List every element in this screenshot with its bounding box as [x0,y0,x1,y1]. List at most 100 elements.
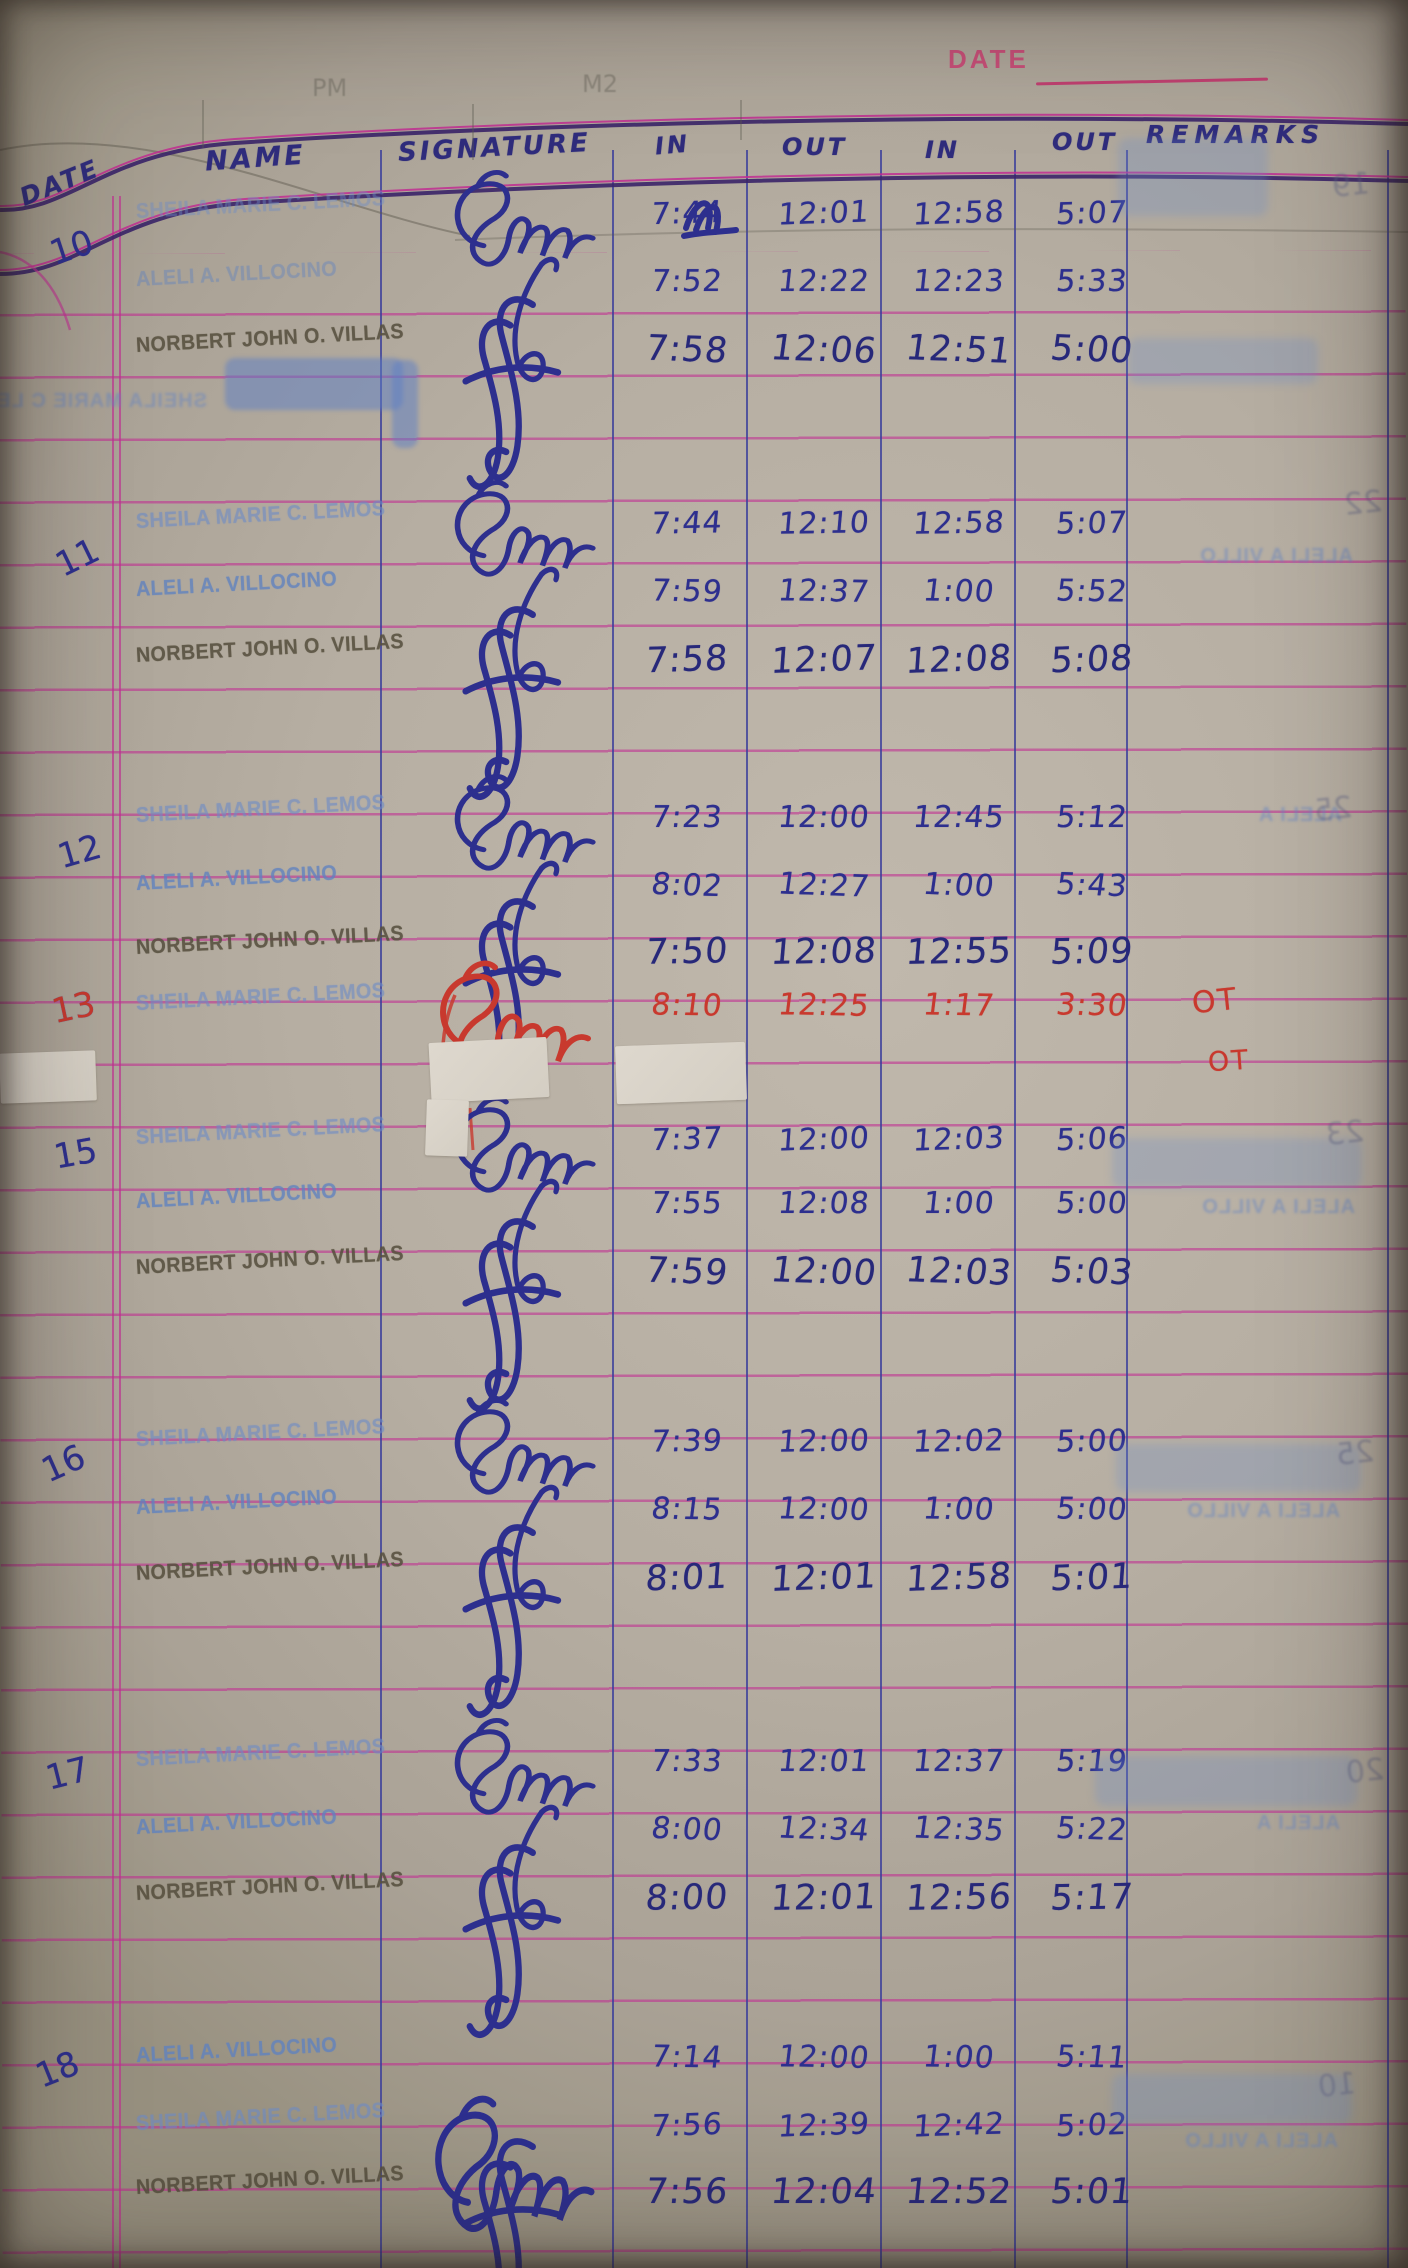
time-in-1: 7:52 [649,264,725,299]
time-out-1: 12:06 [768,328,880,372]
ghost-stamp-blob [1116,1444,1361,1492]
time-in-2: 12:23 [911,264,1007,299]
time-in-2: 12:35 [911,1810,1007,1849]
time-out-1: 12:00 [776,1423,872,1460]
time-in-2: 12:08 [904,638,1014,682]
time-in-2: 1:00 [921,2039,997,2076]
in1-column-line [746,150,749,2268]
time-out-1: 12:04 [768,2172,880,2212]
ghost-stamp-blob [1112,1138,1362,1188]
time-out-2: 5:11 [1054,2039,1130,2076]
time-in-2: 12:58 [911,194,1007,233]
signature-column-line [612,150,615,2268]
ghost-stamp-text: ALELI A VILLO [1199,545,1353,567]
ghost-stamp-blob [392,360,418,448]
time-out-2: 5:17 [1048,1877,1136,1919]
ghost-numeral: 10 [1316,2066,1358,2105]
pencil-tick [740,100,742,140]
correction-tape [615,1041,747,1105]
time-out-1: 12:07 [769,638,879,682]
time-in-2: 12:56 [904,1877,1014,1919]
page-edge-line [1387,150,1390,2268]
ghost-stamp-blob [1112,2074,1352,2124]
time-in-1: 7:58 [644,638,730,682]
header-remarks: REMARKS [1146,120,1326,149]
time-out-2: 5:09 [1048,931,1136,973]
header-in-2: IN [925,136,961,164]
time-in-2: 12:03 [903,1250,1015,1294]
ghost-stamp-text: ALELI A [1255,1812,1340,1834]
time-in-2: 1:00 [921,1186,997,1221]
ghost-numeral: 22 [1342,484,1384,523]
time-out-2: 5:03 [1048,1250,1136,1294]
header-date: DATE [15,153,105,212]
time-out-1: 12:00 [776,1491,872,1528]
ghost-stamp-blob [1118,138,1268,216]
time-in-1: 8:15 [649,1491,725,1528]
header-name: NAME [204,139,307,178]
time-in-1: 7:55 [649,1186,725,1221]
time-out-1: 12:00 [768,1250,880,1294]
time-in-2: 12:03 [911,1120,1007,1159]
time-in-2: 1:00 [921,1491,997,1528]
pencil-mark: PM [312,74,348,102]
time-out-1: 12:00 [776,800,872,835]
ghost-stamp-blob [225,358,403,410]
time-out-1: 12:22 [776,264,872,299]
ghost-stamp-text: ALELI A VILLO [1201,1196,1355,1218]
time-out-1: 12:00 [776,2039,872,2076]
time-in-1: 7:50 [643,931,731,973]
header-in-1: IN [653,129,692,161]
time-in-1: 7:56 [643,2172,731,2212]
time-in-2: 1:00 [921,573,997,610]
remark-ot-extra: OT [1206,1044,1251,1079]
time-out-2: 5:08 [1049,638,1135,682]
time-in-1: 8:00 [643,1877,731,1919]
time-in-1: 7:59 [643,1250,731,1294]
time-in-2: 1:00 [921,866,997,905]
name-stamp: SHEILA MARIE C. LEMOS [135,186,386,223]
pencil-mark: M2 [582,70,618,98]
time-in-1: 8:01 [644,1556,730,1600]
header-out-1: OUT [782,133,848,161]
time-in-2: 1:17 [921,987,997,1024]
time-out-1: 12:34 [776,1810,872,1849]
date-column-line [112,196,114,2268]
time-out-2: 5:33 [1054,264,1130,299]
ghost-numeral: 25 [1312,790,1354,829]
ghost-stamp-blob [1095,1756,1357,1806]
time-out-1: 12:08 [776,1186,872,1221]
out1-column-line [880,150,883,2268]
time-in-1: 8:10 [649,987,725,1024]
ghost-numeral: 20 [1344,1752,1386,1791]
time-out-2: 5:01 [1049,1556,1135,1600]
top-date-label: DATE [948,44,1029,74]
header-out-2: OUT [1052,128,1118,156]
pencil-tick [472,104,474,160]
time-out-2: 5:43 [1054,866,1130,905]
ghost-stamp-text: ALELI A VILLO [1184,2130,1338,2152]
time-in-2: 12:02 [911,1423,1007,1460]
pencil-tick [202,100,204,148]
top-date-underline [1035,77,1269,86]
time-in-1: 7:39 [649,1423,725,1460]
ghost-stamp-text: SHEILA MARIE C LEMOS [0,390,207,412]
time-in-2: 12:51 [903,328,1015,372]
correction-tape [428,1036,550,1104]
ghost-numeral: 19 [1330,166,1372,205]
time-in-1: 7:14 [649,2039,725,2076]
time-out-2: 5:07 [1054,505,1130,542]
time-out-1: 12:01 [776,1744,872,1779]
time-out-1: 12:08 [769,931,879,973]
name-column-line [380,150,383,2268]
time-out-1: 12:27 [776,866,872,905]
time-out-2: 3:30 [1054,987,1130,1024]
time-out-2: 5:52 [1054,573,1130,610]
remark-ot: OT [1190,981,1240,1022]
time-in-1: 7:56 [649,2106,725,2145]
date-cell-15: 15 [50,1130,101,1178]
time-out-1: 12:25 [776,987,872,1024]
time-in-1: 7:33 [649,1744,725,1779]
time-in-2: 12:58 [911,505,1007,542]
